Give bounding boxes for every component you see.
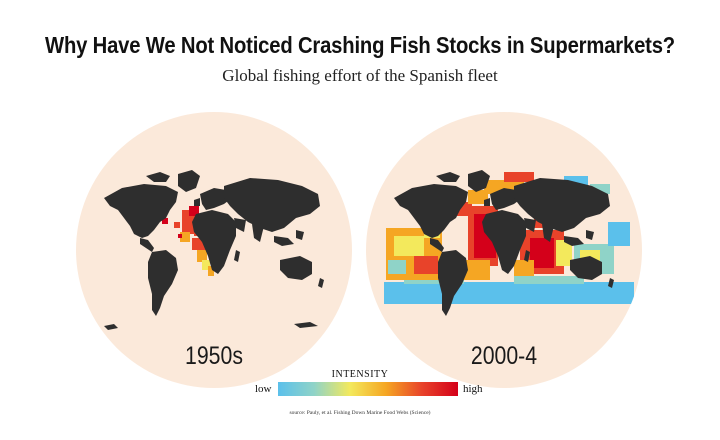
legend-high-label: high xyxy=(463,383,483,395)
era-label-1950s: 1950s xyxy=(185,342,243,370)
map-panel-2000-4: 2000-4 xyxy=(364,110,644,390)
world-map-1950s xyxy=(76,112,352,388)
map-panel-1950s: 1950s xyxy=(74,110,354,390)
source-credit: source: Pauly, et al. Fishing Down Marin… xyxy=(289,410,431,416)
era-label-2000-4: 2000-4 xyxy=(470,342,538,370)
page-subtitle: Global fishing effort of the Spanish fle… xyxy=(222,66,498,85)
page-title: Why Have We Not Noticed Crashing Fish St… xyxy=(45,32,675,58)
land-masses xyxy=(104,170,324,330)
land-masses xyxy=(394,170,614,316)
world-map-2000-4 xyxy=(366,112,642,388)
legend-title: INTENSITY xyxy=(331,369,389,380)
legend-color-bar xyxy=(278,382,458,396)
legend-low-label: low xyxy=(255,383,272,395)
